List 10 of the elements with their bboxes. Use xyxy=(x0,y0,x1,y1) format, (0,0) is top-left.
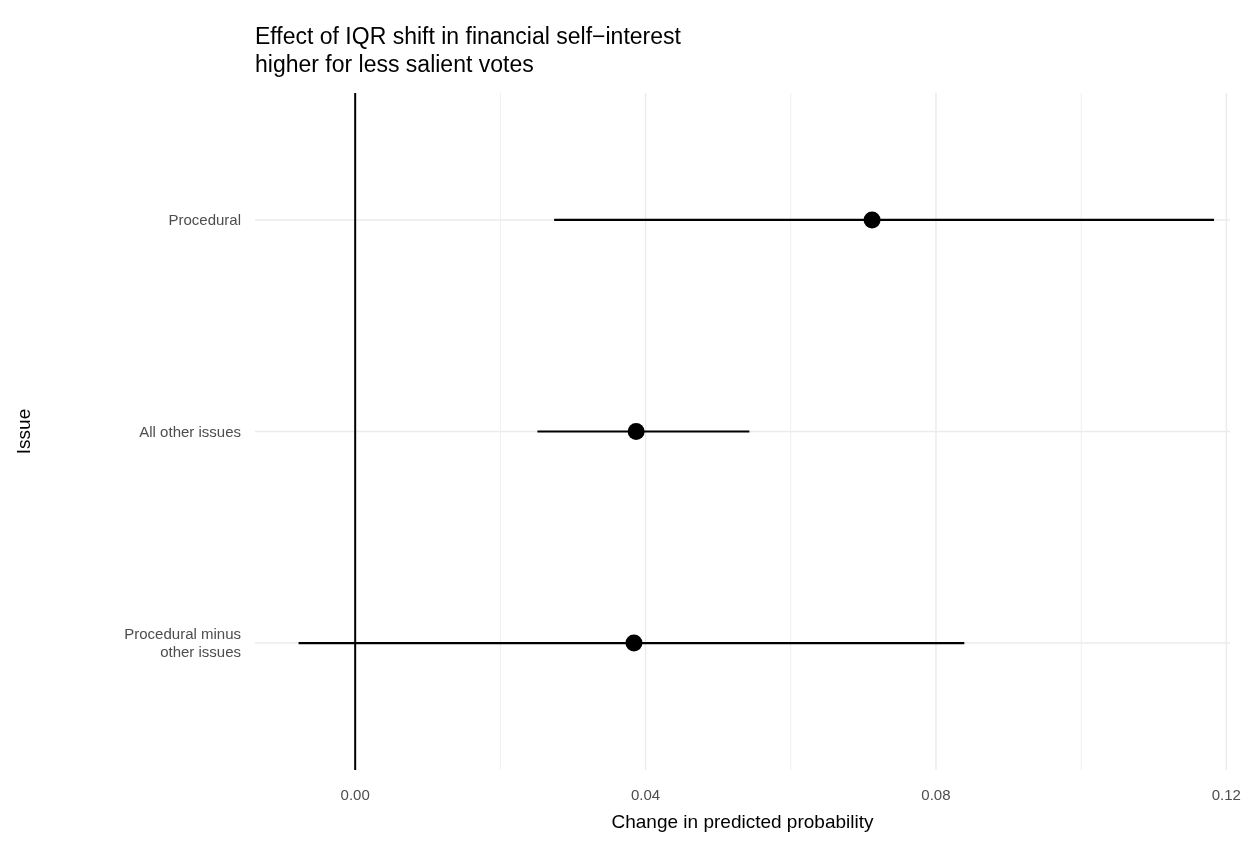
y-tick-label: Procedural minus other issues xyxy=(124,625,241,661)
x-tick-label: 0.08 xyxy=(921,786,951,803)
x-tick-label: 0.00 xyxy=(340,786,370,803)
y-axis-title: Issue xyxy=(13,408,34,455)
x-tick-label: 0.12 xyxy=(1211,786,1241,803)
y-tick-label: All other issues xyxy=(139,422,241,440)
y-tick-label: Procedural xyxy=(168,210,241,228)
x-axis-title: Change in predicted probability xyxy=(611,811,874,832)
chart-title: Effect of IQR shift in financial self−interest higher for less salient votes xyxy=(255,23,682,77)
x-tick-label: 0.04 xyxy=(630,786,661,803)
